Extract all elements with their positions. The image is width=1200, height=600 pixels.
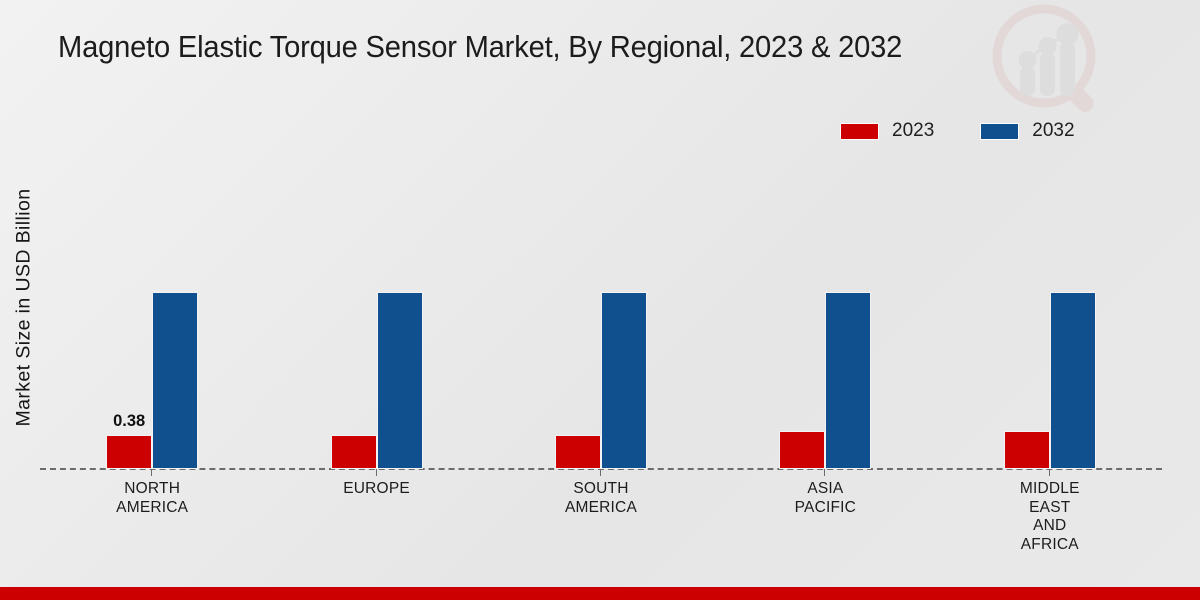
legend-swatch-2023 — [840, 122, 879, 140]
bar-2032-north-america[interactable] — [152, 292, 199, 469]
bar-2023-middle-east-and-africa[interactable] — [1003, 430, 1050, 469]
bar-value-label: 0.38 — [113, 412, 146, 431]
x-axis-label-line: EUROPE — [343, 480, 410, 497]
x-axis-label-line: SOUTH — [573, 480, 629, 497]
bar-pair — [330, 292, 423, 469]
x-axis-label: NORTH AMERICA — [57, 480, 247, 517]
bar-group: 0.38 NORTH AMERICA — [40, 0, 264, 600]
bar-2032-europe[interactable] — [376, 292, 423, 469]
x-axis-tick — [599, 469, 601, 476]
x-axis-baseline — [40, 468, 1162, 470]
x-axis-label-line: EAST — [1029, 498, 1071, 516]
bar-wrapper — [1049, 292, 1096, 469]
x-axis-label: EUROPE — [282, 480, 472, 499]
x-axis-label-line: NORTH — [124, 480, 181, 497]
bottom-accent-strip — [0, 587, 1200, 600]
bar-wrapper — [554, 435, 601, 469]
legend-item-2032[interactable]: 2032 — [980, 120, 1075, 142]
bar-2032-south-america[interactable] — [600, 292, 647, 469]
bar-2023-south-america[interactable] — [554, 435, 601, 469]
x-axis-label-line: MIDDLE — [1019, 480, 1080, 497]
bar-wrapper — [825, 292, 872, 469]
legend-label-2023: 2023 — [892, 120, 935, 141]
bar-groups: 0.38 NORTH AMERICA EUROPE SOUTH AMERICA ASIA PA… — [40, 0, 1162, 600]
bar-pair — [1003, 292, 1096, 469]
bar-pair: 0.38 — [106, 292, 199, 469]
chart-legend: 2023 2032 — [840, 120, 1075, 142]
x-axis-tick — [824, 469, 826, 476]
bar-group: EUROPE — [264, 0, 488, 600]
bar-wrapper — [600, 292, 647, 469]
bar-wrapper: 0.38 — [106, 412, 153, 469]
x-axis-label-line: AMERICA — [116, 498, 189, 516]
legend-label-2032: 2032 — [1032, 120, 1075, 141]
bar-group: ASIA PACIFIC — [713, 0, 937, 600]
bar-group: MIDDLE EAST AND AFRICA — [938, 0, 1162, 600]
bar-2032-middle-east-and-africa[interactable] — [1049, 292, 1096, 469]
bar-wrapper — [376, 292, 423, 469]
x-axis-tick — [151, 469, 153, 476]
bar-pair — [554, 292, 647, 469]
bar-2023-europe[interactable] — [330, 435, 377, 469]
x-axis-tick — [375, 469, 377, 476]
bar-group: SOUTH AMERICA — [489, 0, 713, 600]
legend-item-2023[interactable]: 2023 — [840, 120, 934, 142]
x-axis-label-line: AND — [1033, 517, 1067, 534]
x-axis-label-line: ASIA — [807, 480, 844, 497]
x-axis-label-line: AFRICA — [1020, 535, 1079, 553]
x-axis-label-line: PACIFIC — [794, 498, 857, 516]
bar-2023-asia-pacific[interactable] — [779, 430, 826, 469]
bar-2023-north-america[interactable] — [106, 435, 153, 469]
bar-wrapper — [779, 430, 826, 469]
bar-pair — [779, 292, 872, 469]
x-axis-tick — [1048, 469, 1050, 476]
x-axis-label: ASIA PACIFIC — [730, 480, 920, 517]
bar-wrapper — [330, 435, 377, 469]
x-axis-label: MIDDLE EAST AND AFRICA — [955, 480, 1145, 554]
legend-swatch-2032 — [980, 122, 1020, 140]
bar-wrapper — [1003, 430, 1050, 469]
bar-wrapper — [152, 292, 199, 469]
x-axis-label-line: AMERICA — [564, 498, 637, 516]
chart-title: Magneto Elastic Torque Sensor Market, By… — [58, 30, 903, 64]
bar-2032-asia-pacific[interactable] — [825, 292, 872, 469]
x-axis-label: SOUTH AMERICA — [506, 480, 696, 517]
